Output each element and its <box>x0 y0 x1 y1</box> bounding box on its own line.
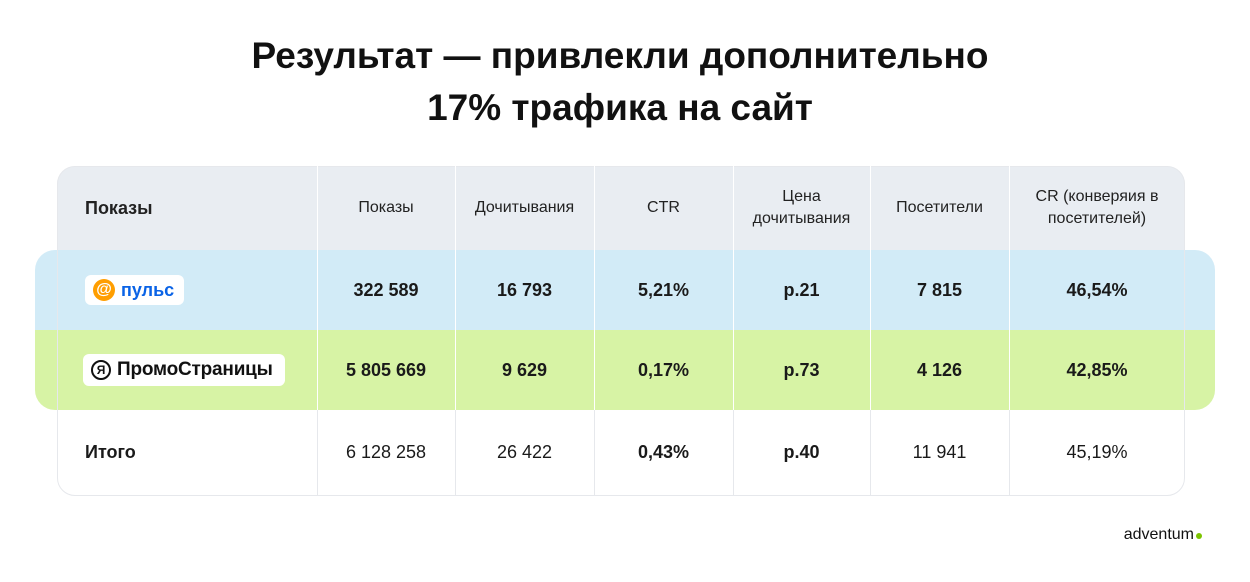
cell-impressions: 322 589 <box>353 279 419 300</box>
title-line-2: 17% трафика на сайт <box>427 87 813 128</box>
table-row-total: Итого 6 128 258 26 422 0,43% р.40 11 941… <box>57 410 1185 494</box>
header-impressions: Показы <box>358 199 414 216</box>
column-divider <box>1009 410 1010 496</box>
column-divider <box>870 166 871 410</box>
cell-ctr: 0,17% <box>637 359 690 380</box>
title-line-1: Результат — привлекли дополнительно <box>251 35 989 76</box>
page-title: Результат — привлекли дополнительно 17% … <box>0 30 1240 134</box>
column-divider <box>733 410 734 496</box>
cell-reads: 9 629 <box>501 359 548 380</box>
table-header-background <box>57 166 1185 250</box>
cell-ctr: 5,21% <box>637 279 690 300</box>
header-visitors: Посетители <box>896 199 983 216</box>
brand-name: adventum <box>1123 526 1194 543</box>
cell-impressions: 5 805 669 <box>345 359 427 380</box>
cell-read-price: р.73 <box>783 359 820 380</box>
brand-logo: adventum <box>1124 526 1202 544</box>
header-read-price: Цена дочитывания <box>752 188 851 227</box>
cell-impressions: 6 128 258 <box>345 441 427 462</box>
cell-cr: 42,85% <box>1066 359 1128 380</box>
table-header-row: Показы Показы Дочитывания CTR Цена дочит… <box>57 166 1185 250</box>
header-ctr: CTR <box>647 199 680 216</box>
column-divider <box>594 410 595 496</box>
column-divider <box>870 410 871 496</box>
column-divider <box>455 410 456 496</box>
column-divider <box>455 166 456 410</box>
column-divider <box>1009 166 1010 410</box>
yandex-ya-icon: Я <box>91 360 111 380</box>
cell-visitors: 11 941 <box>912 441 967 462</box>
pulse-logo-text: пульс <box>121 279 175 300</box>
promo-logo-text: ПромоСтраницы <box>117 359 273 380</box>
cell-reads: 26 422 <box>496 441 553 462</box>
header-cr: CR (конверяия в посетителей) <box>1035 188 1159 227</box>
cell-visitors: 4 126 <box>916 359 963 380</box>
cell-cr: 46,54% <box>1066 279 1128 300</box>
cell-cr: 45,19% <box>1066 441 1128 462</box>
total-label: Итого <box>85 441 136 462</box>
column-divider <box>317 410 318 496</box>
cell-reads: 16 793 <box>496 279 553 300</box>
results-table <box>57 166 1185 496</box>
at-sign-icon: @ <box>93 279 115 301</box>
header-source: Показы <box>85 198 153 218</box>
cell-ctr: 0,43% <box>637 441 690 462</box>
brand-dot-icon <box>1196 533 1202 539</box>
column-divider <box>317 166 318 410</box>
column-divider <box>594 166 595 410</box>
table-row: @ пульс 322 589 16 793 5,21% р.21 7 815 … <box>57 250 1185 330</box>
header-reads: Дочитывания <box>474 199 575 216</box>
cell-read-price: р.40 <box>783 441 820 462</box>
pulse-logo: @ пульс <box>85 275 185 305</box>
column-divider <box>733 166 734 410</box>
cell-visitors: 7 815 <box>916 279 963 300</box>
cell-read-price: р.21 <box>783 279 820 300</box>
pulse-row-band <box>35 250 1215 330</box>
table-row: Я ПромоСтраницы 5 805 669 9 629 0,17% р.… <box>57 330 1185 410</box>
promo-pages-logo: Я ПромоСтраницы <box>83 354 285 386</box>
